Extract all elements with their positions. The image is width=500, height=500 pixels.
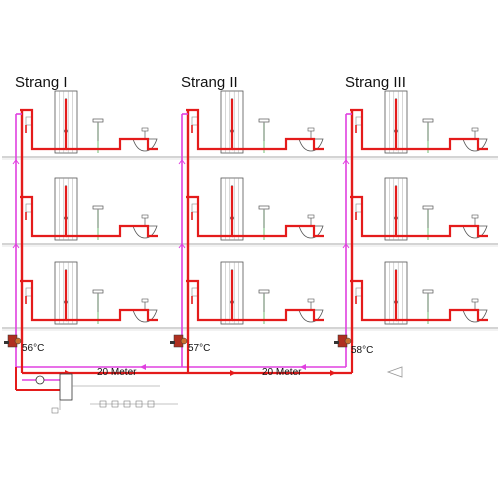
- hot-water-branch: [20, 186, 68, 238]
- shower-icon: [54, 90, 78, 154]
- fixtures-layer: [25, 90, 488, 325]
- valve-handwheel: [344, 337, 352, 345]
- toilet-icon: [462, 225, 488, 239]
- drain-fitting: [51, 407, 59, 414]
- flow-arrow: [230, 370, 236, 376]
- valve-body: [4, 341, 9, 344]
- washbasin-icon: [258, 205, 270, 210]
- valve-handwheel: [180, 337, 188, 345]
- inline-fitting: [135, 400, 143, 408]
- pipes-layer: [12, 99, 488, 391]
- flow-arrow: [342, 159, 350, 165]
- toilet-cistern: [141, 214, 149, 219]
- shower-icon: [54, 177, 78, 241]
- north-arrow-icon: [386, 366, 403, 378]
- toilet-cistern: [307, 214, 315, 219]
- strang-1-title: Strang I: [15, 74, 68, 91]
- shower-icon: [220, 90, 244, 154]
- water-heater-icon: [59, 373, 73, 401]
- toilet-icon: [462, 309, 488, 323]
- strang-1-temperature: 56°C: [22, 343, 45, 354]
- toilet-icon: [132, 138, 158, 152]
- strang-2-title: Strang II: [181, 74, 238, 91]
- hot-water-branch: [20, 270, 68, 322]
- inline-fitting: [147, 400, 155, 408]
- toilet-cistern: [307, 298, 315, 303]
- shower-icon: [54, 261, 78, 325]
- washbasin-icon: [92, 118, 104, 123]
- hot-water-branch: [350, 270, 398, 322]
- flow-arrow: [178, 159, 186, 165]
- strang-2-temperature: 57°C: [188, 343, 211, 354]
- strang-3-title: Strang III: [345, 74, 406, 91]
- toilet-icon: [132, 309, 158, 323]
- toilet-icon: [298, 309, 324, 323]
- hot-water-branch: [186, 186, 234, 238]
- washbasin-icon: [258, 118, 270, 123]
- hot-water-branch: [186, 99, 234, 151]
- washbasin-icon: [258, 289, 270, 294]
- shower-icon: [384, 90, 408, 154]
- heater-plant: [35, 366, 403, 414]
- hot-water-branch: [232, 308, 324, 322]
- inline-fitting: [111, 400, 119, 408]
- toilet-cistern: [471, 214, 479, 219]
- hot-water-branch: [350, 186, 398, 238]
- hot-water-branch: [350, 99, 398, 151]
- shower-icon: [220, 261, 244, 325]
- strang-3-temperature: 58°C: [351, 345, 374, 356]
- distance-label-2: 20 Meter: [262, 367, 302, 378]
- flow-arrow: [342, 243, 350, 249]
- toilet-cistern: [307, 127, 315, 132]
- shower-icon: [220, 177, 244, 241]
- hot-water-branch: [396, 137, 488, 151]
- washbasin-icon: [422, 289, 434, 294]
- flow-arrow: [178, 243, 186, 249]
- flow-arrow: [300, 364, 306, 370]
- toilet-cistern: [141, 298, 149, 303]
- hot-water-branch: [232, 137, 324, 151]
- hot-water-branch: [232, 224, 324, 238]
- flow-arrow: [330, 370, 336, 376]
- hot-water-branch: [186, 270, 234, 322]
- inline-fitting: [99, 400, 107, 408]
- toilet-icon: [132, 225, 158, 239]
- shower-icon: [384, 261, 408, 325]
- valve-handwheel: [14, 337, 22, 345]
- toilet-icon: [462, 138, 488, 152]
- washbasin-icon: [92, 205, 104, 210]
- toilet-cistern: [141, 127, 149, 132]
- washbasin-icon: [422, 205, 434, 210]
- hot-water-branch: [66, 308, 158, 322]
- valve-body: [170, 341, 175, 344]
- flow-arrow: [140, 364, 146, 370]
- shower-icon: [384, 177, 408, 241]
- flow-arrow: [12, 243, 20, 249]
- distance-label-1: 20 Meter: [97, 367, 137, 378]
- floor-lines: [2, 156, 498, 331]
- toilet-icon: [298, 138, 324, 152]
- toilet-cistern: [471, 127, 479, 132]
- toilet-cistern: [471, 298, 479, 303]
- flow-arrow: [12, 159, 20, 165]
- hot-water-branch: [20, 99, 68, 151]
- valve-body: [334, 341, 339, 344]
- washbasin-icon: [92, 289, 104, 294]
- toilet-icon: [298, 225, 324, 239]
- pump-icon: [35, 375, 45, 385]
- hot-water-branch: [396, 308, 488, 322]
- hot-water-branch: [66, 137, 158, 151]
- inline-fitting: [123, 400, 131, 408]
- washbasin-icon: [422, 118, 434, 123]
- valves-layer: [4, 334, 352, 348]
- hot-water-branch: [396, 224, 488, 238]
- hot-water-branch: [66, 224, 158, 238]
